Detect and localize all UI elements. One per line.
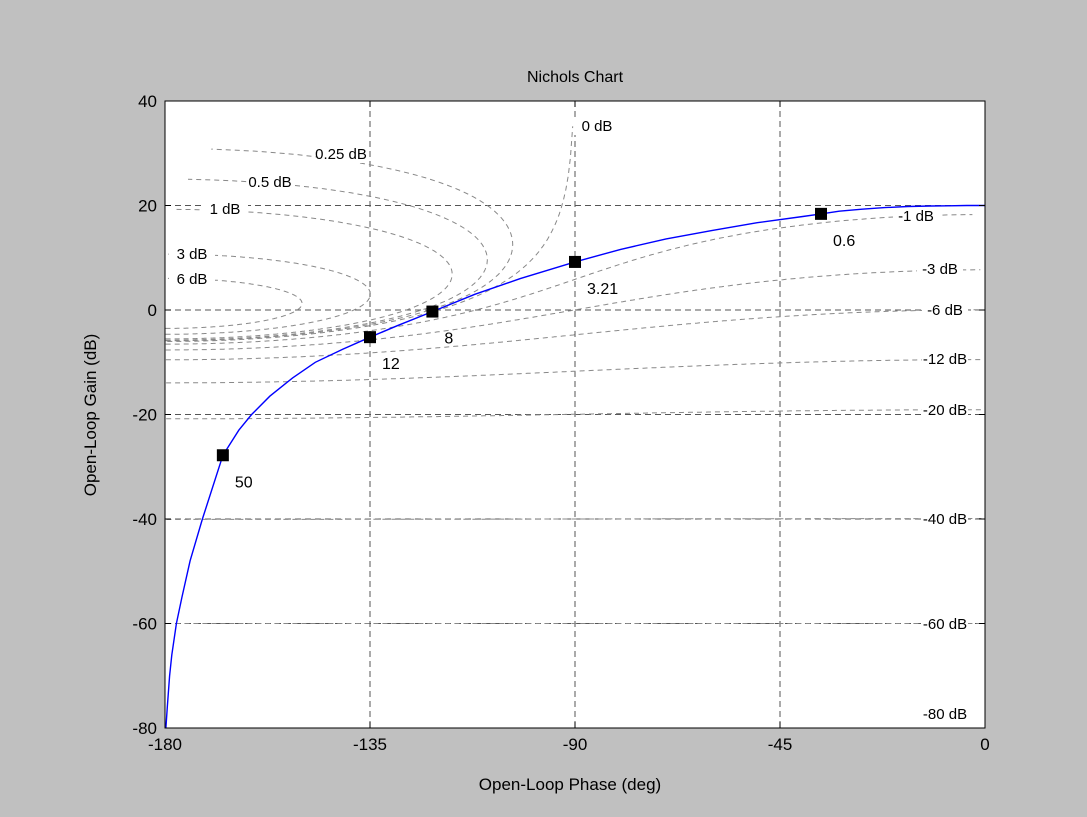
m-contour	[165, 309, 983, 361]
contour-label: -12 dB	[923, 351, 967, 368]
y-axis-label: Open-Loop Gain (dB)	[81, 334, 100, 497]
m-contour	[166, 359, 984, 384]
frequency-label: 50	[235, 474, 253, 491]
frequency-label: 12	[382, 356, 400, 373]
m-contour	[165, 253, 371, 335]
contour-label-bg	[574, 117, 620, 135]
x-tick-label: -180	[148, 735, 182, 754]
x-axis-label: Open-Loop Phase (deg)	[479, 775, 661, 794]
contour-label-bg	[202, 200, 248, 218]
contour-label: 3 dB	[177, 246, 208, 263]
frequency-marker	[216, 449, 229, 462]
frequency-label: 0.6	[833, 233, 855, 250]
m-contour	[166, 409, 984, 420]
y-tick-label: -80	[132, 719, 157, 738]
contour-label-bg	[169, 245, 215, 263]
m-contour	[165, 214, 973, 345]
contour-layer	[165, 126, 984, 728]
x-tick-label: -45	[768, 735, 793, 754]
tick-layer: -180 -135 -90 -45 0 -80 -60 -40 -20 0 20 40	[132, 92, 989, 754]
contour-label: -20 dB	[923, 402, 967, 419]
x-tick-label: 0	[980, 735, 989, 754]
y-tick-label: -60	[132, 615, 157, 634]
y-tick-label: 0	[148, 301, 157, 320]
contour-label: 1 dB	[210, 201, 241, 218]
contour-label-bg	[922, 350, 968, 368]
contour-label-bg	[893, 207, 939, 225]
contour-label: -1 dB	[898, 208, 934, 225]
m-contour	[165, 178, 488, 341]
contour-label: -3 dB	[922, 261, 958, 278]
m-contour-0db	[167, 126, 574, 342]
frequency-label: 8	[444, 331, 453, 348]
contour-label: -40 dB	[923, 511, 967, 528]
frequency-marker	[815, 207, 827, 220]
y-tick-label: 20	[138, 197, 157, 216]
m-contour	[165, 277, 303, 329]
contour-label-bg	[922, 705, 968, 723]
chart-title: Nichols Chart	[527, 69, 624, 86]
frequency-marker	[569, 255, 581, 268]
y-tick-label: -20	[132, 406, 157, 425]
contour-label-bg	[922, 301, 968, 319]
contour-label-bg	[247, 173, 293, 191]
frequency-label: 3.21	[587, 281, 618, 298]
contour-label: 0 dB	[582, 118, 613, 135]
marker-layer: 50 12 8 3.21 0.6	[216, 207, 855, 491]
contour-label-bg	[922, 401, 968, 419]
y-tick-label: -40	[132, 510, 157, 529]
contour-label-bg	[917, 260, 963, 278]
contour-label: 6 dB	[177, 271, 208, 288]
contour-labels: 0 dB 0.25 dB 0.5 dB 1 dB 3 dB 6 dB -1 dB -3 dB -…	[169, 117, 968, 723]
x-tick-label: -90	[563, 735, 588, 754]
contour-label: -6 dB	[927, 302, 963, 319]
contour-label-bg	[169, 270, 215, 288]
m-contour	[166, 518, 984, 520]
contour-label-bg	[318, 145, 364, 163]
contour-label: 0.5 dB	[248, 174, 291, 191]
m-contour	[165, 148, 514, 342]
m-contour	[165, 208, 453, 340]
contour-label: 0.25 dB	[315, 146, 367, 163]
contour-label-bg	[922, 615, 968, 633]
contour-label: -60 dB	[923, 616, 967, 633]
contour-label-bg	[922, 510, 968, 528]
frequency-marker	[426, 305, 439, 318]
x-tick-label: -135	[353, 735, 387, 754]
contour-label: -80 dB	[923, 706, 967, 723]
y-tick-label: 40	[138, 92, 157, 111]
frequency-marker	[364, 331, 376, 344]
